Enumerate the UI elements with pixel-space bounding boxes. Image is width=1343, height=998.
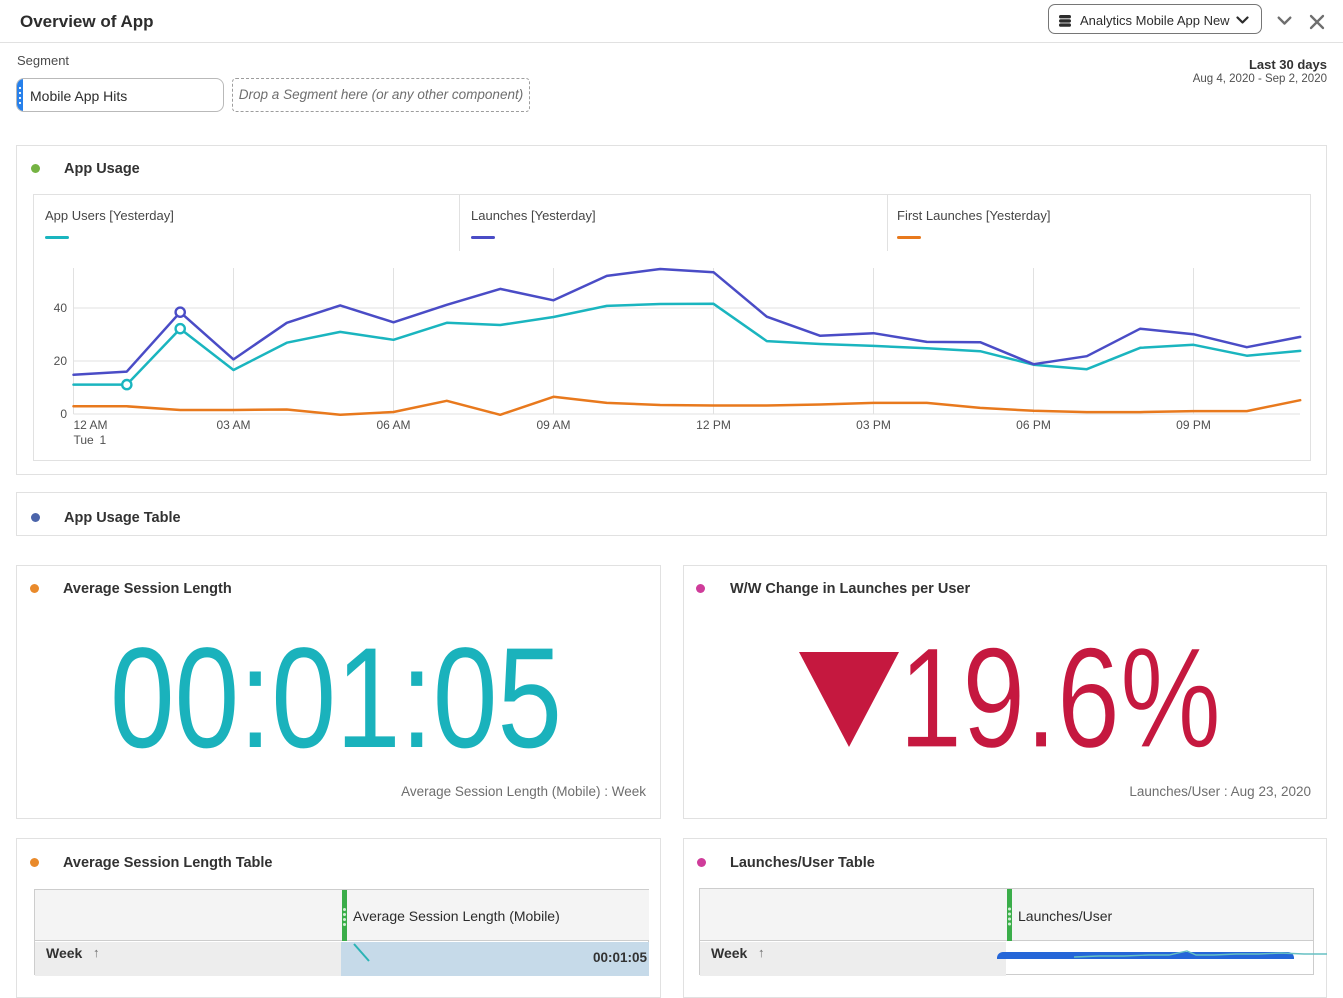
svg-text:Tue 1: Tue 1 (74, 433, 107, 447)
svg-text:03 PM: 03 PM (856, 418, 891, 432)
svg-text:0: 0 (60, 407, 67, 421)
svg-text:40: 40 (54, 301, 68, 315)
svg-text:09 PM: 09 PM (1176, 418, 1211, 432)
svg-text:19.6%: 19.6% (899, 619, 1221, 778)
svg-text:12 PM: 12 PM (696, 418, 731, 432)
svg-text:06 PM: 06 PM (1016, 418, 1051, 432)
svg-text:09 AM: 09 AM (536, 418, 570, 432)
svg-text:20: 20 (54, 354, 68, 368)
svg-text:06 AM: 06 AM (376, 418, 410, 432)
svg-text:12 AM: 12 AM (74, 418, 108, 432)
svg-text:03 AM: 03 AM (216, 418, 250, 432)
svg-text:00:01:05: 00:01:05 (110, 619, 562, 778)
